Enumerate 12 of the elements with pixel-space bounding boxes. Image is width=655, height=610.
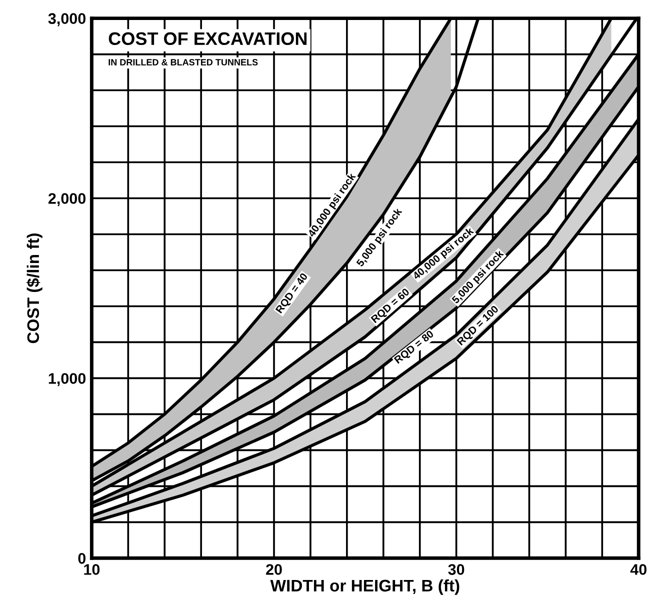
x-axis-title: WIDTH or HEIGHT, B (ft) [270,579,460,595]
y-tick-label: 3,000 [48,13,86,26]
text: IN DRILLED & BLASTED TUNNELS [108,59,258,66]
text: COST OF EXCAVATION [108,32,307,46]
x-tick-label: 30 [448,564,464,575]
x-tick-label: 20 [266,564,282,575]
x-tick-label: 10 [84,564,100,575]
y-tick-label: 1,000 [48,373,86,386]
y-tick-label: 0 [78,553,86,564]
y-axis-title: COST ($/lin ft) [26,234,42,344]
y-tick-label: 2,000 [48,193,86,206]
x-tick-label: 40 [630,564,646,575]
